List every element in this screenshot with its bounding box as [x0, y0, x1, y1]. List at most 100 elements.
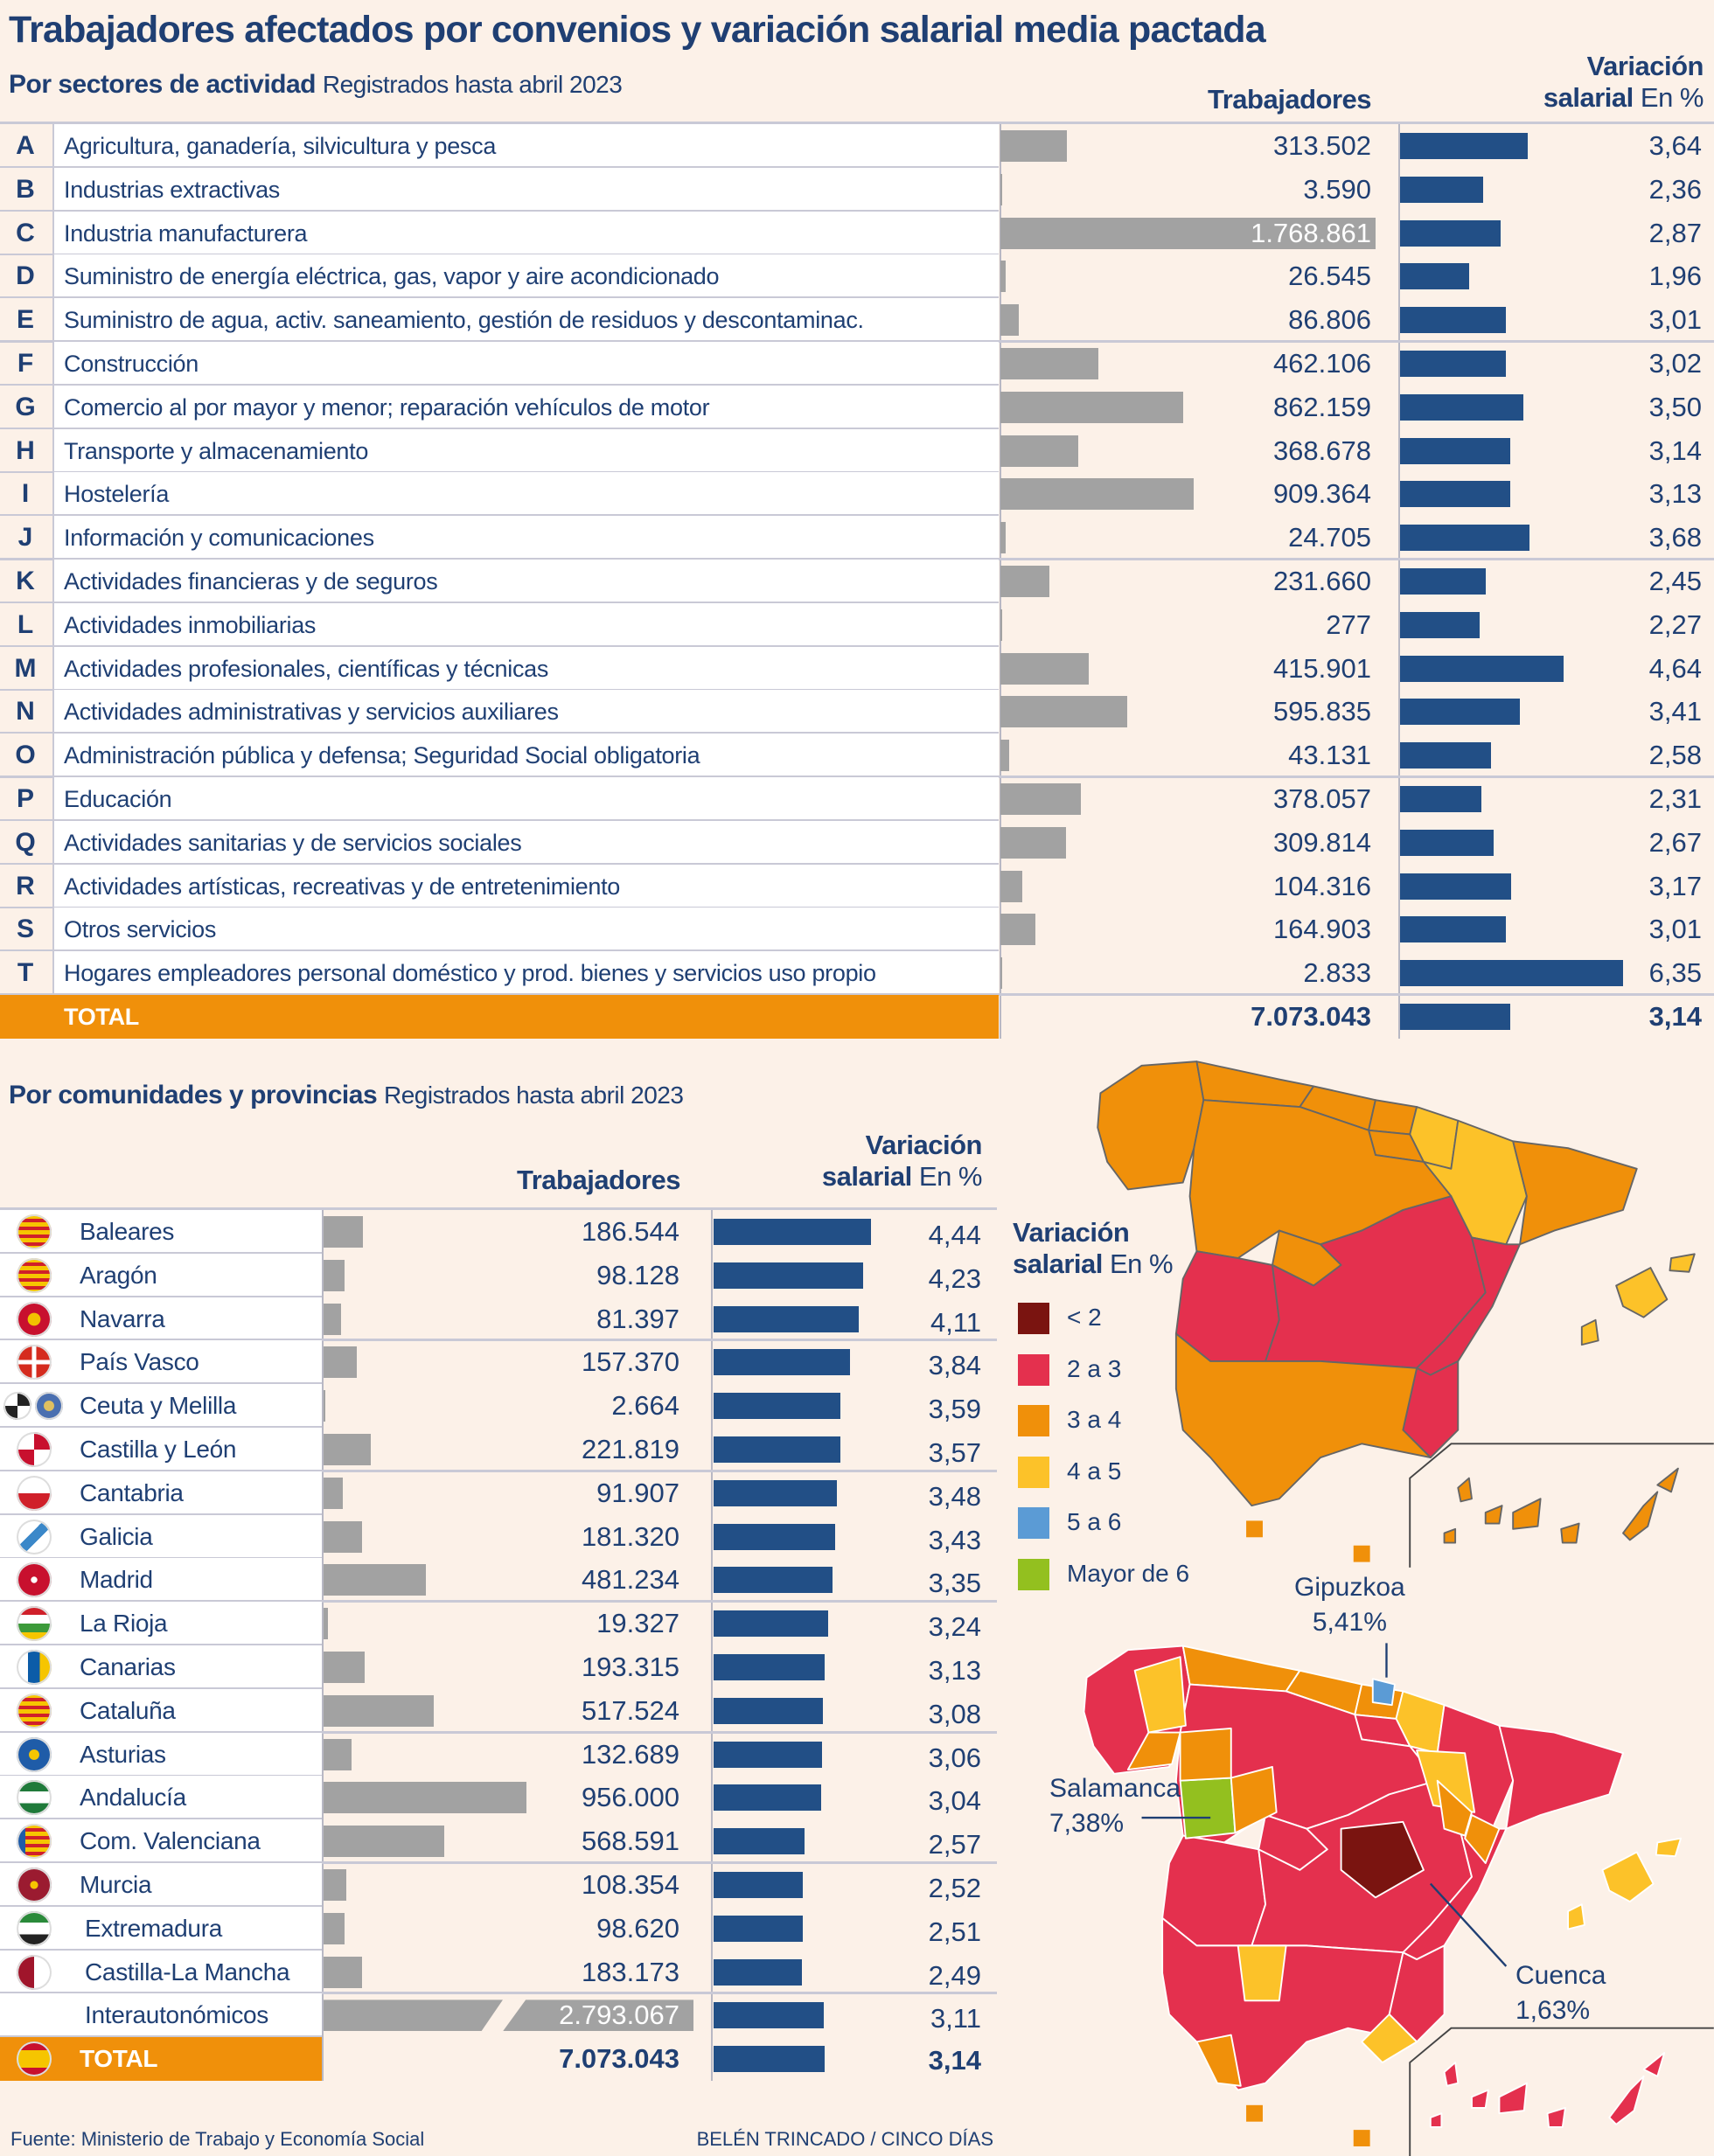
workers-bar — [324, 1434, 371, 1465]
variation-value: 3,17 — [1648, 870, 1702, 901]
sector-row: P Educación 378.057 2,31 — [0, 777, 1714, 821]
workers-value: 1.768.861 — [1251, 217, 1371, 248]
region-row: Asturias 132.689 3,06 — [0, 1732, 1714, 1777]
workers-bar — [1000, 391, 1184, 423]
sector-row: N Actividades administrativas y servicios… — [0, 690, 1714, 734]
region-row: Galicia 181.320 3,43 — [0, 1514, 1714, 1559]
region-label: Asturias — [80, 1740, 166, 1768]
total-variation-bar — [1400, 1004, 1511, 1030]
region-label: Com. Valenciana — [80, 1827, 261, 1855]
province-zaragoza — [1416, 1749, 1476, 1813]
region-label-cell — [0, 1514, 322, 1559]
workers-bar — [324, 1826, 444, 1858]
region-row: Ceuta y Melilla 2.664 3,59 — [0, 1384, 1714, 1429]
variation-bar — [1400, 699, 1521, 726]
workers-value: 862.159 — [1272, 391, 1371, 422]
region-mallorca — [1615, 1267, 1669, 1318]
workers-bar — [1000, 609, 1002, 641]
workers-value: 91.907 — [596, 1477, 679, 1508]
page-title: Trabajadores afectados por convenios y v… — [9, 9, 1266, 51]
workers-bar — [1000, 478, 1194, 511]
sectors-variation-header: Variación salarial En % — [1543, 51, 1704, 114]
sector-label-cell — [52, 864, 999, 908]
annotation-gipuzkoa-value: 5,41% — [1312, 1608, 1387, 1637]
sector-code: G — [15, 392, 36, 421]
variation-value: 3,43 — [928, 1524, 981, 1555]
province-ourense — [1126, 1731, 1181, 1771]
workers-bar — [324, 1782, 526, 1814]
sector-label-cell — [52, 254, 999, 299]
annotation-cuenca: Cuenca 1,63% — [1515, 1958, 1606, 2028]
sector-code: R — [16, 871, 35, 901]
variation-value: 3,84 — [928, 1350, 981, 1381]
workers-value: 86.806 — [1288, 304, 1371, 336]
region-label: Galicia — [80, 1522, 153, 1550]
sector-row: L Actividades inmobiliarias 277 2,27 — [0, 602, 1714, 647]
region-row: Andalucía 956.000 3,04 — [0, 1776, 1714, 1820]
variation-value: 2,45 — [1648, 566, 1702, 596]
region-label: Baleares — [80, 1218, 175, 1245]
variation-bar — [1400, 568, 1487, 595]
regions-subtitle: Por comunidades y provincias Registrados… — [9, 1081, 684, 1110]
variation-bar — [714, 1436, 840, 1463]
region-andalucia — [1174, 1332, 1432, 1507]
variation-bar — [714, 1567, 833, 1594]
sectors-workers-header: Trabajadores — [1208, 84, 1371, 115]
sector-label: Actividades financieras y de seguros — [64, 568, 438, 595]
variation-bar — [714, 1349, 850, 1376]
sector-row: R Actividades artísticas, recreativas y d… — [0, 864, 1714, 908]
workers-value: 909.364 — [1272, 478, 1371, 510]
variation-value: 3,50 — [1648, 391, 1702, 422]
region-canarias — [1546, 2107, 1566, 2128]
variation-bar — [714, 1828, 805, 1855]
region-canarias — [1457, 1477, 1473, 1503]
sector-label-cell — [52, 560, 999, 603]
variation-value: 3,13 — [928, 1655, 981, 1686]
variation-value: 3,14 — [1648, 435, 1702, 466]
variation-bar — [1400, 960, 1624, 987]
sector-code: F — [17, 349, 34, 378]
workers-bar — [324, 1259, 345, 1291]
workers-value: 221.819 — [581, 1434, 679, 1464]
variation-value: 3,08 — [928, 1698, 981, 1729]
variation-value: 4,64 — [1648, 652, 1702, 684]
workers-value: 595.835 — [1272, 696, 1371, 727]
workers-bar — [1000, 173, 1002, 205]
variation-bar — [1400, 481, 1510, 508]
region-label-cell — [0, 1906, 322, 1951]
variation-value: 2,27 — [1648, 609, 1702, 640]
province-cordoba — [1237, 1944, 1287, 2002]
sector-label-cell — [52, 908, 999, 952]
variation-value: 3,48 — [928, 1480, 981, 1512]
region-mallorca — [1601, 1851, 1655, 1902]
sector-label-cell — [52, 646, 999, 691]
variation-value: 3,13 — [1648, 478, 1702, 510]
sector-code: J — [17, 523, 33, 553]
regions-table: Baleares 186.544 4,44 Aragón 98.128 4,23 Navar… — [0, 1207, 1714, 2082]
variation-value: 3,01 — [1648, 304, 1702, 336]
sector-label-cell — [52, 820, 999, 865]
sectors-subtitle-bold: Por sectores de actividad — [9, 70, 317, 99]
workers-bar — [1000, 304, 1020, 337]
variation-column-divider — [1398, 124, 1400, 1039]
legend-label: 4 a 5 — [1067, 1457, 1122, 1485]
workers-value: 108.354 — [581, 1869, 679, 1900]
variation-value: 3,41 — [1648, 696, 1702, 727]
region-label-cell — [0, 1863, 322, 1907]
province-castellon — [1464, 1814, 1501, 1864]
region-label: Andalucía — [80, 1784, 186, 1812]
group-separator — [0, 1992, 997, 1995]
workers-value: 517.524 — [581, 1694, 679, 1726]
workers-bar — [1000, 652, 1089, 685]
sector-code: H — [16, 435, 35, 465]
annotation-salamanca-value: 7,38% — [1049, 1809, 1125, 1838]
sectors-variation-header-bold: salarial — [1543, 82, 1634, 113]
region-canarias — [1484, 1505, 1503, 1525]
workers-value: 132.689 — [581, 1738, 679, 1770]
workers-value: 43.131 — [1288, 740, 1371, 771]
sector-label-cell — [52, 734, 999, 778]
sector-label: Agricultura, ganadería, silvicultura y p… — [64, 133, 497, 159]
valenciana-flag-icon — [17, 1824, 52, 1860]
variation-value: 3,64 — [1648, 130, 1702, 161]
baleares-flag-icon — [17, 1214, 52, 1249]
